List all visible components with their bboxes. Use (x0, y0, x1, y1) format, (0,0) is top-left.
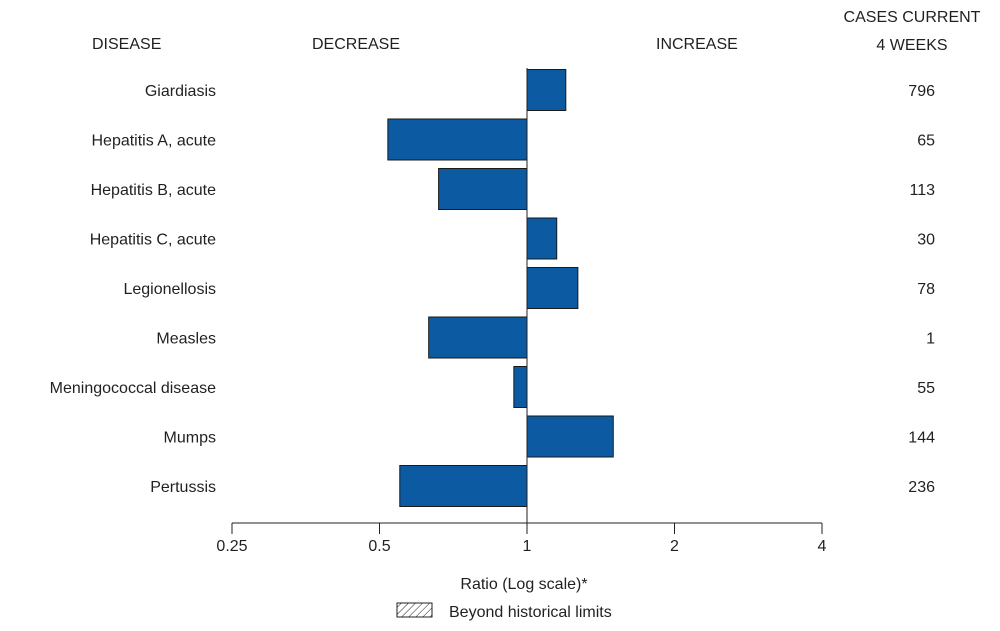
disease-label: Hepatitis A, acute (91, 133, 216, 150)
cases-count: 65 (917, 133, 935, 150)
ratio-bar (399, 465, 528, 507)
disease-label: Hepatitis C, acute (90, 232, 216, 249)
ratio-bar (513, 366, 528, 408)
x-axis-label: Ratio (Log scale)* (460, 576, 587, 593)
header-decrease: DECREASE (312, 36, 400, 53)
legend-label: Beyond historical limits (449, 604, 612, 621)
header-disease: DISEASE (92, 36, 161, 53)
cases-count: 796 (908, 83, 935, 100)
ratio-bar (438, 168, 528, 210)
cases-count: 1 (926, 331, 935, 348)
chart-rows: Giardiasis 796 Hepatitis A, acute 65 Hepatit… (50, 69, 935, 507)
ratio-bar (526, 217, 558, 260)
x-tick-label: 0.25 (216, 538, 247, 555)
ratio-bar (526, 267, 579, 309)
disease-label: Giardiasis (145, 83, 216, 100)
x-tick-label: 4 (818, 538, 827, 555)
ratio-bar (428, 316, 528, 359)
ratio-bar (526, 69, 567, 111)
disease-label: Hepatitis B, acute (91, 182, 217, 199)
disease-label: Meningococcal disease (50, 380, 216, 397)
header-cases-line2: 4 WEEKS (876, 37, 947, 54)
cases-count: 144 (908, 430, 935, 447)
header-cases-line1: CASES CURRENT (844, 9, 981, 26)
cases-count: 30 (917, 232, 935, 249)
cases-count: 78 (917, 281, 935, 298)
cases-count: 113 (909, 182, 935, 199)
x-tick-label: 0.5 (368, 538, 390, 555)
cases-count: 236 (908, 479, 935, 496)
legend-hatch-swatch (396, 602, 433, 618)
x-tick-label: 2 (670, 538, 679, 555)
disease-label: Measles (156, 331, 216, 348)
disease-label: Legionellosis (123, 281, 216, 298)
disease-label: Mumps (164, 430, 216, 447)
cases-count: 55 (917, 380, 935, 397)
header-increase: INCREASE (656, 36, 738, 53)
x-axis-ticks: 0.25 0.5 1 2 4 (216, 523, 827, 555)
disease-label: Pertussis (150, 479, 216, 496)
ratio-bar (526, 415, 614, 458)
ratio-bar (387, 118, 528, 161)
x-tick-label: 1 (523, 538, 532, 555)
